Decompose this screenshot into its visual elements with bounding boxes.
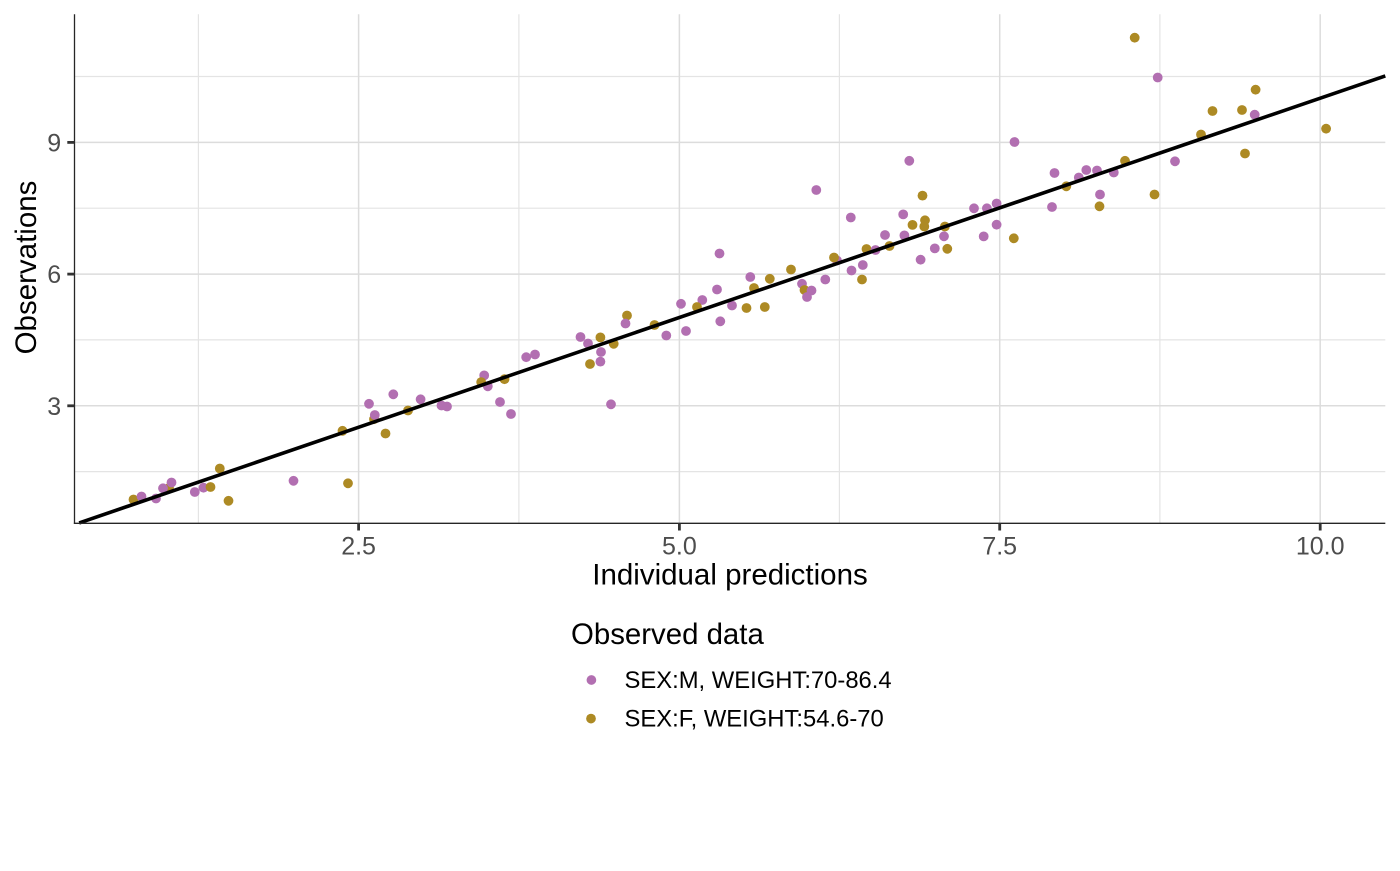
svg-text:10.0: 10.0 — [1296, 533, 1345, 561]
svg-text:SEX:F, WEIGHT:54.6-70: SEX:F, WEIGHT:54.6-70 — [625, 706, 884, 733]
svg-text:Individual predictions: Individual predictions — [592, 559, 868, 592]
svg-text:2.5: 2.5 — [341, 533, 376, 561]
svg-text:7.5: 7.5 — [982, 533, 1017, 561]
svg-text:5.0: 5.0 — [662, 533, 697, 561]
svg-text:3: 3 — [47, 393, 61, 421]
svg-text:Observations: Observations — [10, 181, 43, 355]
svg-text:6: 6 — [47, 261, 61, 289]
svg-text:9: 9 — [47, 129, 61, 157]
svg-text:Observed data: Observed data — [571, 618, 764, 651]
svg-text:SEX:M, WEIGHT:70-86.4: SEX:M, WEIGHT:70-86.4 — [625, 667, 892, 694]
